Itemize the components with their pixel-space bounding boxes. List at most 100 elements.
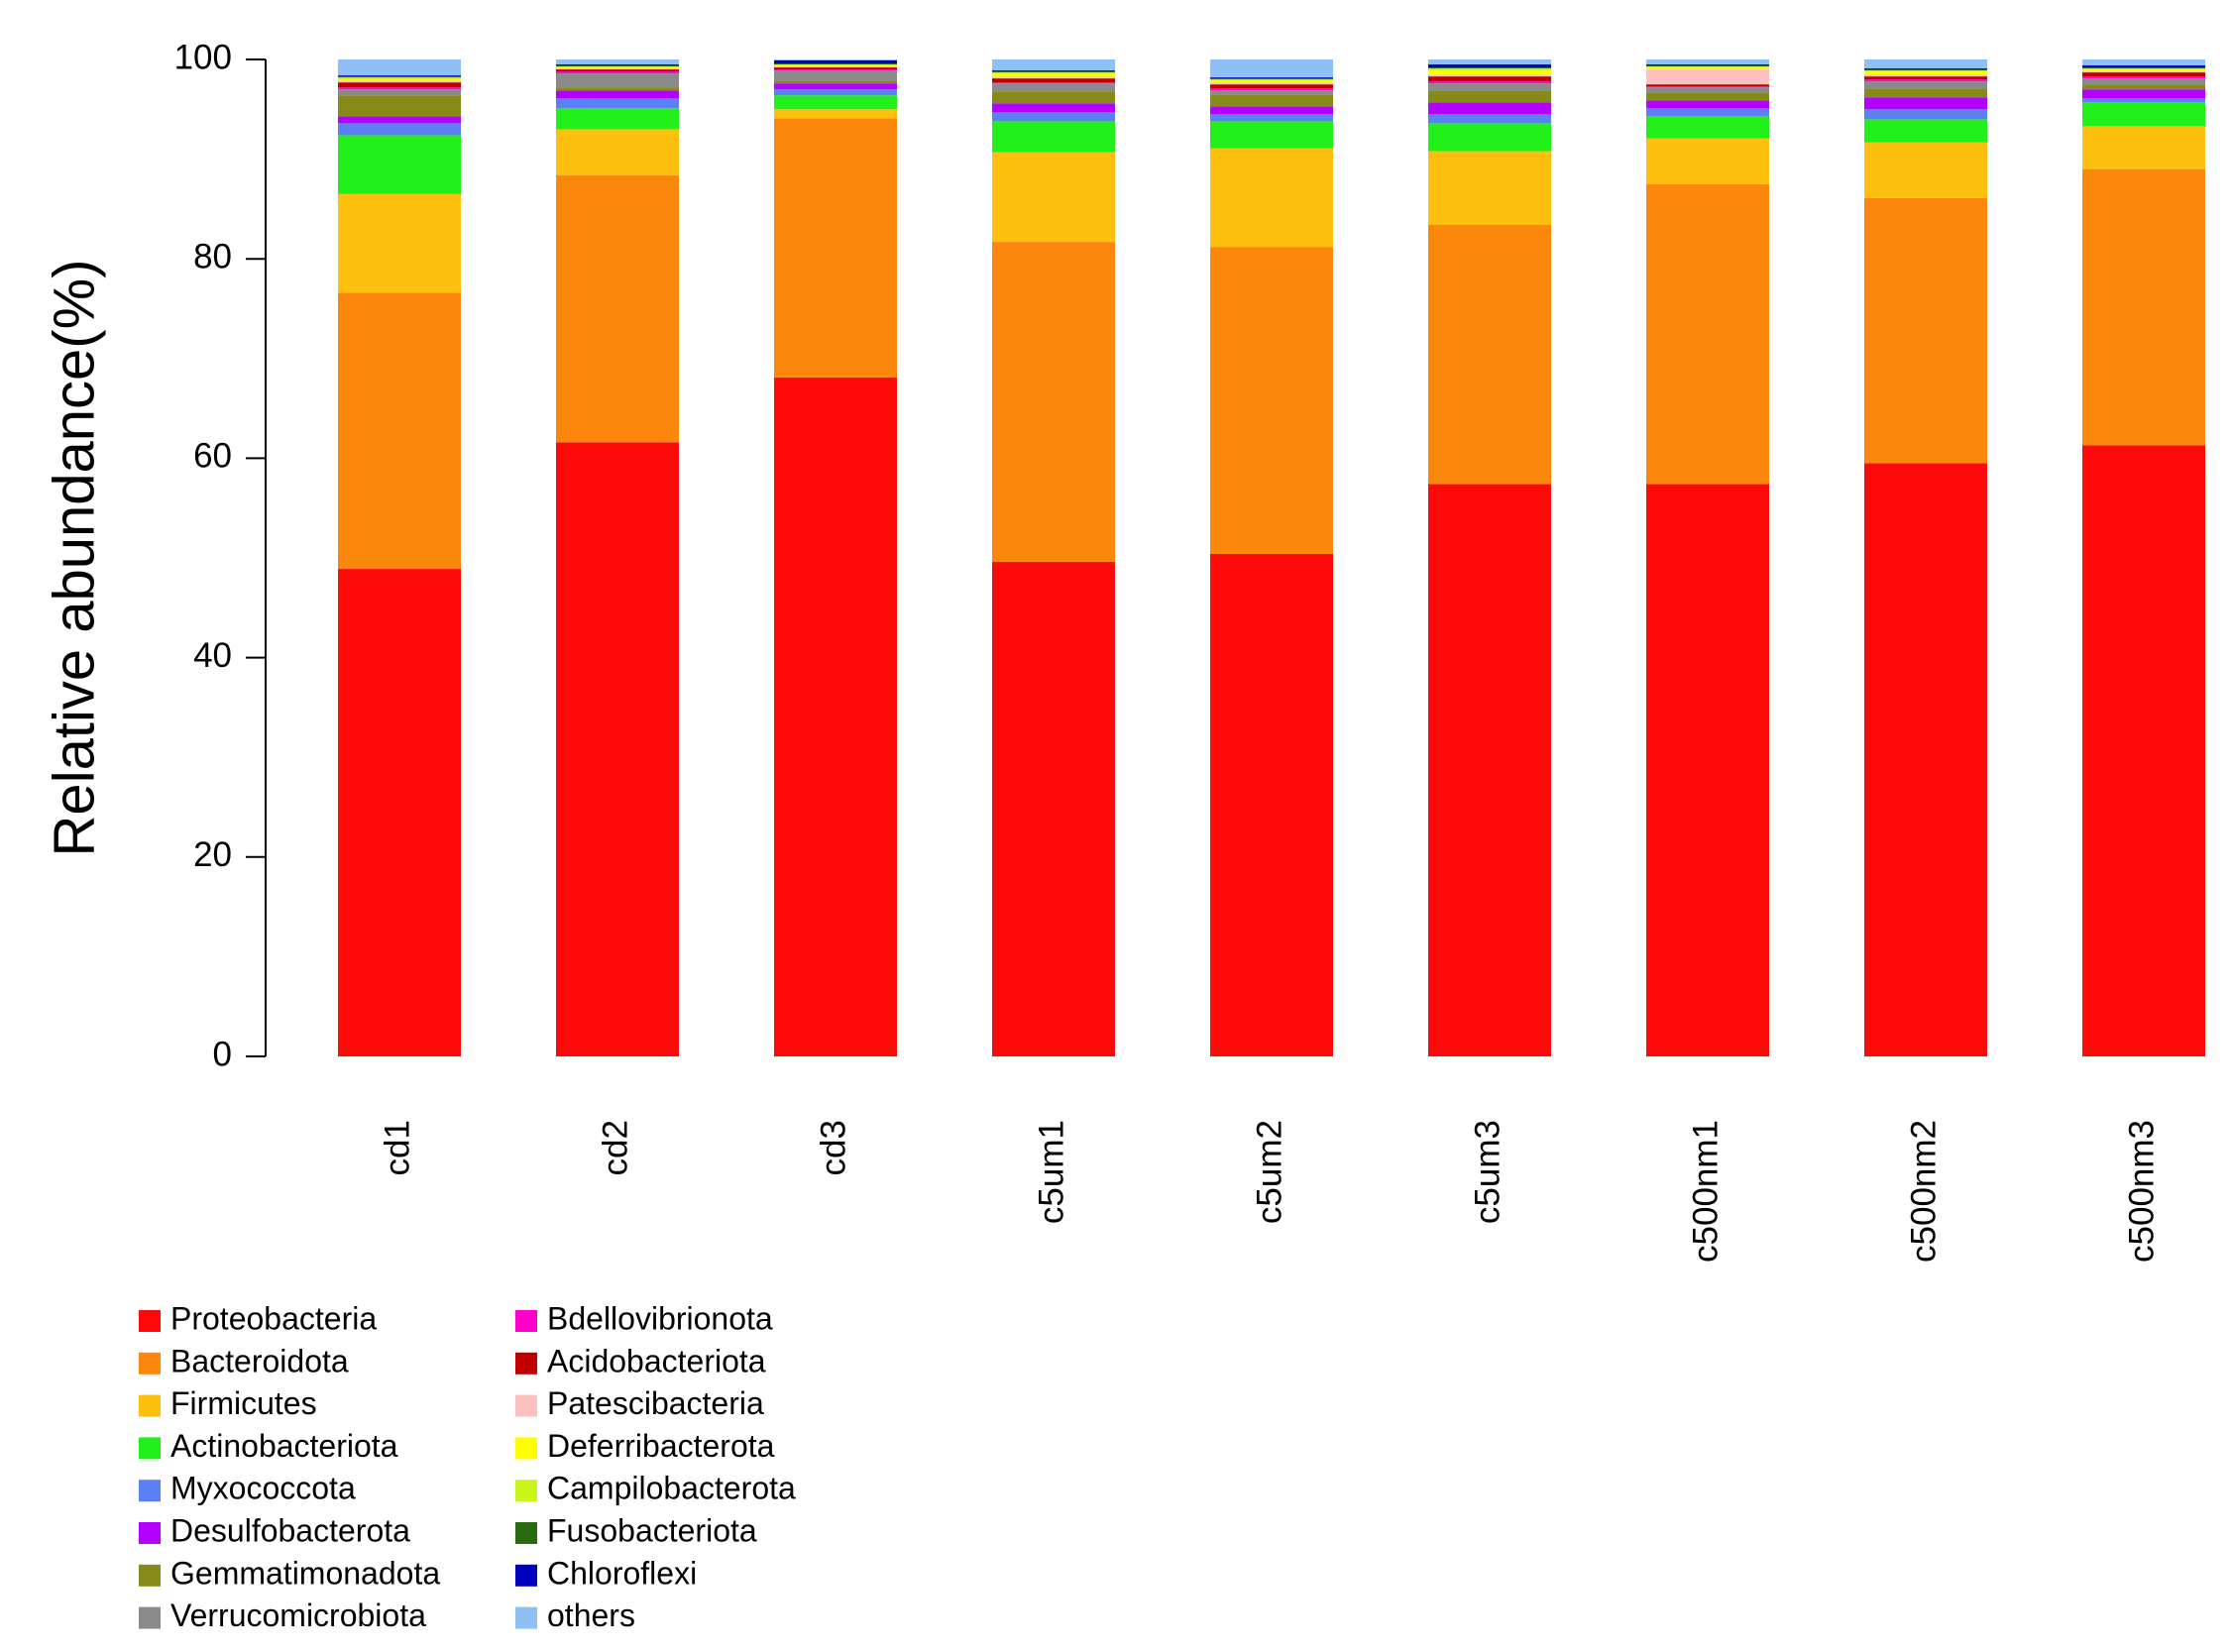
legend-label: Bdellovibrionota	[547, 1300, 773, 1336]
legend-swatch	[139, 1394, 161, 1417]
x-tick-label: c5um1	[1032, 1120, 1070, 1224]
bar-segment	[1864, 69, 1987, 71]
bar-segment	[1210, 82, 1333, 85]
bar-segment	[556, 69, 679, 72]
legend-label: Proteobacteria	[170, 1300, 377, 1336]
bar-segment	[338, 292, 461, 570]
bar-segment	[556, 174, 679, 443]
bar-segment	[2082, 69, 2205, 72]
bar-segment	[1864, 68, 1987, 70]
bar-segment	[1864, 109, 1987, 120]
bar-segment	[1210, 148, 1333, 248]
bar-segment	[338, 75, 461, 77]
legend-label: Firmicutes	[170, 1385, 317, 1421]
bar-segment	[1210, 106, 1333, 115]
bar-segment	[1646, 87, 1769, 93]
x-tick-label: cd2	[596, 1120, 634, 1175]
bar-segment	[992, 71, 1115, 73]
bar-segment	[338, 87, 461, 90]
bar-segment	[992, 152, 1115, 243]
bar-segment	[774, 64, 897, 66]
bar-segment	[556, 59, 679, 65]
bar-segment	[992, 73, 1115, 77]
bar-segment	[1646, 67, 1769, 70]
bar-segment	[556, 442, 679, 1057]
legend-swatch	[515, 1352, 537, 1375]
legend-swatch	[139, 1522, 161, 1544]
bar-segment	[1210, 59, 1333, 78]
bar-segment	[338, 89, 461, 96]
legend-swatch	[515, 1564, 537, 1587]
bar-segment	[556, 73, 679, 88]
bar-segment	[1646, 100, 1769, 109]
legend-label: Gemmatimonadota	[170, 1555, 440, 1591]
bar-segment	[1210, 247, 1333, 554]
bar-segment	[2082, 168, 2205, 446]
y-tick-label: 20	[193, 835, 232, 874]
bar-segment	[556, 71, 679, 74]
bar-segment	[338, 116, 461, 124]
bar-segment	[338, 77, 461, 80]
legend-swatch	[515, 1310, 537, 1332]
bar-segment	[1210, 80, 1333, 83]
bar-segment	[2082, 71, 2205, 73]
bar-segment	[1428, 70, 1551, 75]
bar-segment	[1428, 67, 1551, 69]
legend-label: Fusobacteriota	[547, 1512, 757, 1548]
bar-segment	[2082, 84, 2205, 90]
legend-label: Patescibacteria	[547, 1385, 764, 1421]
bar-segment	[992, 103, 1115, 113]
bar-segment	[556, 68, 679, 70]
bar-segment	[992, 70, 1115, 72]
bar-segment	[774, 95, 897, 110]
y-tick-label: 80	[193, 237, 232, 275]
bar-segment	[774, 63, 897, 65]
legend-label: Deferribacterota	[547, 1428, 775, 1464]
bar-segment	[338, 79, 461, 81]
legend-swatch	[515, 1606, 537, 1629]
bar-segment	[556, 64, 679, 66]
bar-segment	[556, 67, 679, 69]
bar-segment	[1864, 197, 1987, 464]
bar-segment	[1210, 77, 1333, 79]
bar-segment	[992, 82, 1115, 84]
bar-segment	[1646, 66, 1769, 68]
legend-swatch	[515, 1522, 537, 1544]
bar-segment	[1428, 123, 1551, 152]
legend-swatch	[139, 1564, 161, 1587]
bar-segment	[338, 59, 461, 76]
bar-segment	[1428, 83, 1551, 91]
bar-segment	[992, 91, 1115, 104]
y-tick-label: 0	[213, 1035, 232, 1073]
bar-segment	[1210, 78, 1333, 80]
bar-segment	[1864, 70, 1987, 72]
bar-segment	[992, 72, 1115, 74]
bar-segment	[1210, 84, 1333, 89]
bar-segment	[1210, 553, 1333, 1056]
bar-segment	[1646, 84, 1769, 87]
legend-swatch	[139, 1606, 161, 1629]
bar-segment	[338, 193, 461, 293]
bar-segment	[338, 95, 461, 117]
bar-segment	[1646, 484, 1769, 1056]
bar-segment	[1210, 94, 1333, 107]
bar-segment	[556, 129, 679, 175]
bar-segment	[1428, 114, 1551, 124]
legend-label: Verrucomicrobiota	[170, 1597, 426, 1633]
bar-segment	[1428, 64, 1551, 68]
bar-segment	[1428, 76, 1551, 82]
bar-segment	[774, 118, 897, 378]
bar-segment	[1864, 76, 1987, 80]
bar-segment	[1646, 138, 1769, 184]
legend-label: Acidobacteriota	[547, 1343, 766, 1378]
bar-segment	[2082, 126, 2205, 169]
bar-segment	[556, 65, 679, 67]
bar-segment	[1210, 121, 1333, 149]
bar-segment	[1210, 79, 1333, 81]
bar-segment	[1210, 90, 1333, 95]
legend-label: others	[547, 1597, 635, 1633]
legend-swatch	[139, 1310, 161, 1332]
bar-segment	[1428, 102, 1551, 115]
bar-segment	[774, 70, 897, 81]
